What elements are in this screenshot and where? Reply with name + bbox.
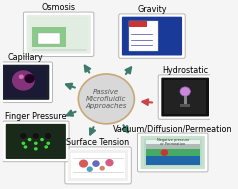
FancyBboxPatch shape bbox=[2, 65, 49, 100]
Text: Vacuum/Diffusion/Permeation: Vacuum/Diffusion/Permeation bbox=[113, 125, 233, 133]
Bar bbox=[9, 127, 63, 156]
Bar bbox=[164, 81, 206, 114]
Circle shape bbox=[45, 132, 52, 139]
Circle shape bbox=[40, 138, 44, 141]
Circle shape bbox=[79, 160, 88, 168]
FancyBboxPatch shape bbox=[23, 12, 94, 56]
Bar bbox=[180, 104, 190, 107]
Text: Passive: Passive bbox=[93, 89, 119, 95]
FancyBboxPatch shape bbox=[68, 150, 128, 181]
Bar bbox=[146, 149, 200, 156]
Text: Microfluidic: Microfluidic bbox=[86, 96, 127, 102]
Circle shape bbox=[99, 166, 105, 171]
Circle shape bbox=[12, 70, 35, 91]
Bar bbox=[183, 93, 187, 105]
Bar bbox=[129, 21, 147, 27]
Circle shape bbox=[20, 132, 27, 139]
Circle shape bbox=[34, 147, 38, 150]
FancyBboxPatch shape bbox=[0, 62, 52, 103]
Text: Osmosis: Osmosis bbox=[42, 3, 76, 12]
FancyBboxPatch shape bbox=[65, 147, 131, 184]
Bar bbox=[129, 21, 158, 51]
Text: Hydrostatic: Hydrostatic bbox=[162, 66, 208, 75]
Bar bbox=[144, 139, 202, 166]
Circle shape bbox=[92, 160, 100, 167]
FancyBboxPatch shape bbox=[29, 17, 88, 51]
Circle shape bbox=[78, 74, 134, 124]
FancyBboxPatch shape bbox=[6, 124, 66, 159]
FancyBboxPatch shape bbox=[3, 121, 69, 162]
Circle shape bbox=[46, 142, 50, 145]
Bar bbox=[32, 27, 66, 47]
Circle shape bbox=[34, 142, 38, 145]
FancyBboxPatch shape bbox=[119, 14, 185, 58]
Circle shape bbox=[24, 145, 27, 149]
FancyBboxPatch shape bbox=[138, 133, 208, 172]
Text: Approaches: Approaches bbox=[86, 103, 127, 109]
Circle shape bbox=[21, 142, 25, 145]
Circle shape bbox=[105, 159, 114, 166]
Circle shape bbox=[32, 132, 40, 139]
FancyBboxPatch shape bbox=[26, 15, 91, 54]
Circle shape bbox=[28, 138, 31, 141]
Bar bbox=[5, 67, 46, 97]
Text: Surface Tension: Surface Tension bbox=[66, 138, 130, 147]
Text: Finger Pressure: Finger Pressure bbox=[5, 112, 67, 122]
Bar bbox=[146, 156, 200, 164]
Bar bbox=[71, 153, 125, 178]
Bar bbox=[146, 139, 200, 144]
Bar bbox=[32, 49, 86, 51]
FancyBboxPatch shape bbox=[158, 75, 212, 119]
Circle shape bbox=[44, 145, 48, 149]
Text: Gravity: Gravity bbox=[137, 5, 167, 14]
FancyBboxPatch shape bbox=[141, 136, 205, 169]
Circle shape bbox=[25, 74, 35, 83]
Circle shape bbox=[87, 166, 93, 172]
Text: Negative pressure
or Permeation: Negative pressure or Permeation bbox=[157, 138, 189, 146]
FancyBboxPatch shape bbox=[122, 17, 182, 56]
Circle shape bbox=[180, 87, 190, 96]
Bar bbox=[146, 144, 200, 149]
Text: Capillary: Capillary bbox=[8, 53, 43, 62]
Circle shape bbox=[161, 149, 168, 156]
Bar bbox=[38, 33, 60, 44]
Circle shape bbox=[19, 74, 24, 79]
FancyBboxPatch shape bbox=[161, 78, 209, 116]
